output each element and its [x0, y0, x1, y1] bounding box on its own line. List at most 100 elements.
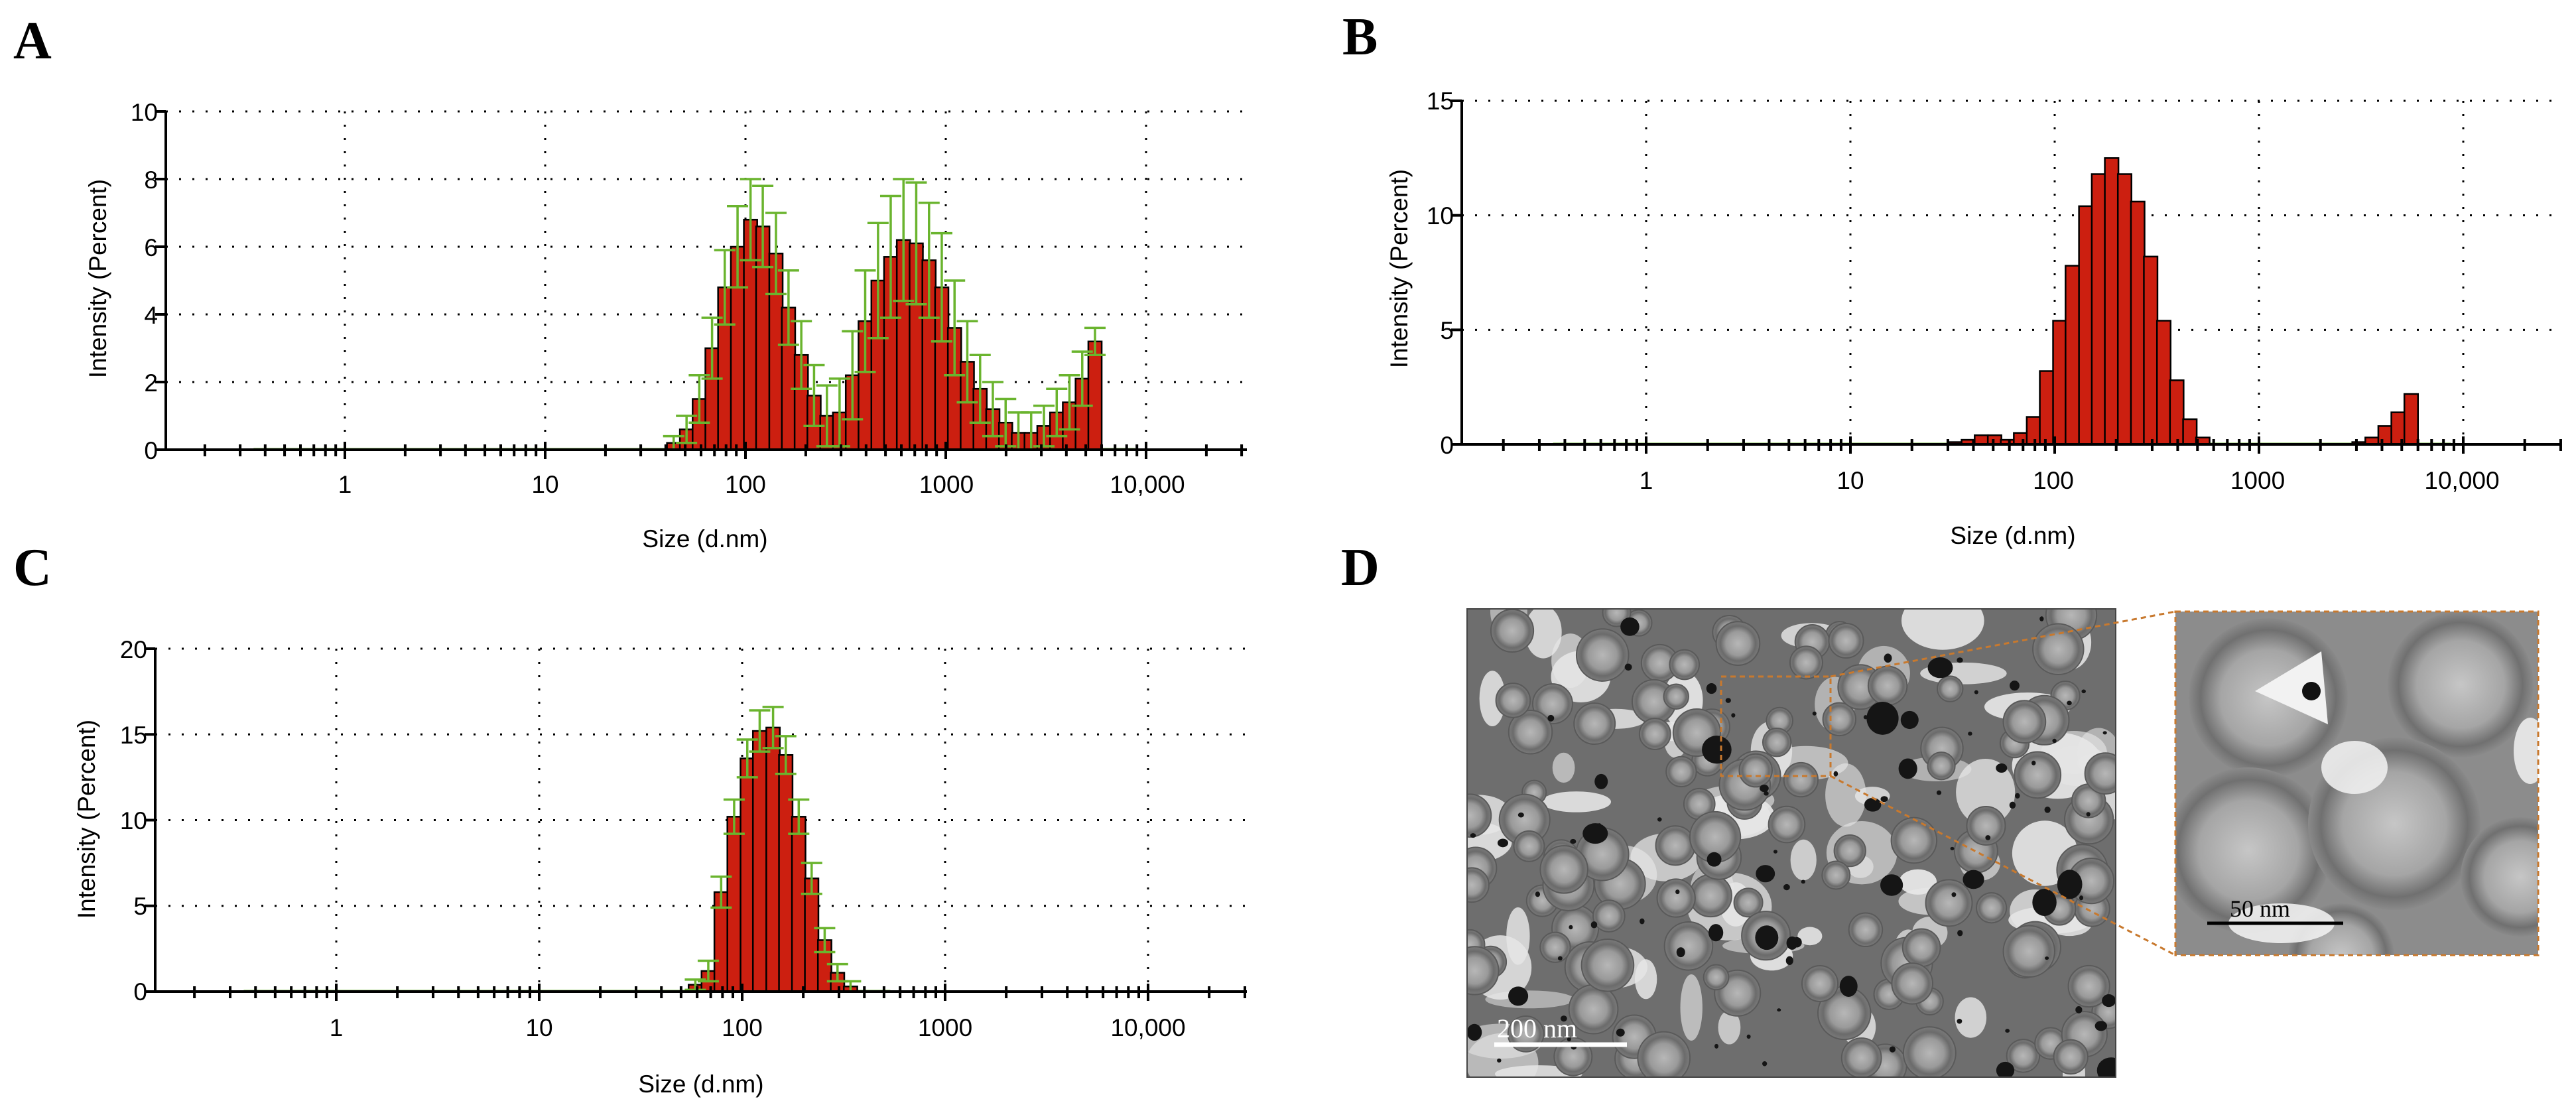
bar [2104, 157, 2120, 446]
bar [2182, 418, 2198, 446]
vesicle [1513, 830, 1545, 862]
bar [1986, 434, 2002, 446]
dense-particle [1866, 702, 1899, 735]
chart-a-error-bars [663, 178, 1106, 451]
dense-particle [1968, 732, 1972, 736]
stain-patch [1718, 1010, 1741, 1045]
vesicle [1890, 816, 1938, 864]
bar [2052, 320, 2068, 446]
vesicle [1573, 702, 1616, 746]
vesicle [1927, 751, 1956, 781]
chart-a-xtick-label: 10 [531, 471, 558, 498]
bar [791, 816, 806, 993]
chart-c-xtick-label: 1 [330, 1014, 344, 1041]
dense-particle [1974, 690, 1978, 694]
dense-particle [1590, 921, 1598, 929]
bar [2403, 393, 2419, 446]
vesicle [1966, 805, 2006, 846]
chart-b-xtick-label: 10,000 [2424, 467, 2499, 494]
bar [804, 878, 820, 993]
inset-vesicle [2388, 612, 2534, 757]
chart-a-ytick-label: 0 [144, 437, 158, 464]
dense-particle [2102, 731, 2107, 735]
vesicle [2014, 751, 2062, 799]
vesicle [2006, 1039, 2041, 1073]
bar [765, 726, 781, 993]
dense-particle [1863, 715, 1868, 720]
dense-particle [2067, 700, 2072, 706]
chart-b-ytick-label: 10 [1427, 202, 1454, 229]
chart-a-ytick-label: 10 [131, 99, 158, 126]
dense-particle [1470, 833, 1476, 838]
chart-c-grid [155, 647, 1247, 992]
vesicle [1467, 793, 1492, 838]
chart-c-xtick-label: 1000 [918, 1014, 972, 1041]
vesicle [1902, 1026, 1957, 1077]
vesicle [1738, 753, 1773, 788]
chart-a-x-axis-title: Size (d.nm) [642, 525, 767, 552]
dense-particle [1714, 1043, 1719, 1049]
dense-particle [1616, 1028, 1625, 1037]
dense-particle [1640, 918, 1645, 925]
panel-label-a: A [13, 12, 52, 70]
chart-c-y-axis-title: Intensity (Percent) [73, 720, 100, 919]
vesicle [1762, 727, 1792, 757]
tem-scale-label: 200 nm [1497, 1013, 1577, 1043]
dense-particle [1657, 817, 1662, 822]
chart-b-y-tick-labels: 0 5 10 15 [1427, 88, 1454, 459]
chart-c-xtick-label: 100 [722, 1014, 763, 1041]
dense-particle [1951, 892, 1957, 897]
chart-a-ytick-label: 4 [144, 302, 158, 329]
bar [2091, 173, 2106, 446]
dense-particle [1561, 1015, 1567, 1022]
chart-c-bars [243, 726, 891, 993]
vesicle [1801, 964, 1839, 1003]
vesicle [1655, 825, 1696, 866]
inset-vesicle [2175, 767, 2331, 933]
chart-c-error-bars [684, 706, 862, 993]
vesicle [1580, 938, 1635, 992]
vesicle [2032, 623, 2085, 675]
inset-bright-region [2514, 718, 2538, 784]
bar [2065, 265, 2081, 446]
dense-particle [1706, 682, 1717, 694]
dense-particle [1547, 714, 1555, 722]
dense-particle [2052, 738, 2057, 744]
vesicle [1665, 755, 1697, 788]
chart-b-axes [1451, 99, 2562, 454]
dense-particle [1582, 823, 1608, 844]
dense-particle [1569, 925, 1573, 930]
vesicle [1539, 845, 1588, 894]
panel-label-c: C [13, 539, 52, 597]
tem-inset-vesicles [2175, 612, 2538, 955]
chart-b: 0 5 10 15 1 10 100 1000 10,000 Size (d.n… [1385, 88, 2562, 549]
stain-patch [1506, 907, 1530, 965]
dense-particle [1957, 657, 1963, 663]
stain-patch [1525, 609, 1562, 659]
dense-particle [1812, 711, 1817, 716]
stain-patch [1854, 787, 1890, 806]
vesicle [2053, 1039, 2089, 1075]
dense-particle [2010, 681, 2020, 691]
chart-c-x-tick-labels: 1 10 100 1000 10,000 [330, 1014, 1186, 1041]
chart-b-x-tick-labels: 1 10 100 1000 10,000 [1640, 467, 2500, 494]
dense-particle [1707, 852, 1722, 867]
inset-bright-fragment [2255, 651, 2328, 724]
bar [2130, 200, 2146, 446]
dense-particle [1597, 823, 1602, 827]
dense-particle [1731, 713, 1736, 718]
dense-particle [1594, 773, 1608, 789]
vesicle [1937, 675, 1964, 702]
stain-patch [1541, 791, 1612, 812]
dense-particle [1786, 936, 1798, 950]
chart-b-xtick-label: 10 [1836, 467, 1864, 494]
dense-particle [2096, 1057, 2116, 1077]
dense-particle [1957, 1019, 1963, 1024]
stain-patch [1680, 974, 1703, 1041]
dense-particle [1957, 930, 1963, 937]
vesicle [2067, 964, 2110, 1008]
vesicle [1656, 878, 1696, 918]
chart-b-ytick-label: 0 [1440, 432, 1454, 459]
bar [740, 757, 755, 993]
vesicle [2002, 925, 2055, 978]
